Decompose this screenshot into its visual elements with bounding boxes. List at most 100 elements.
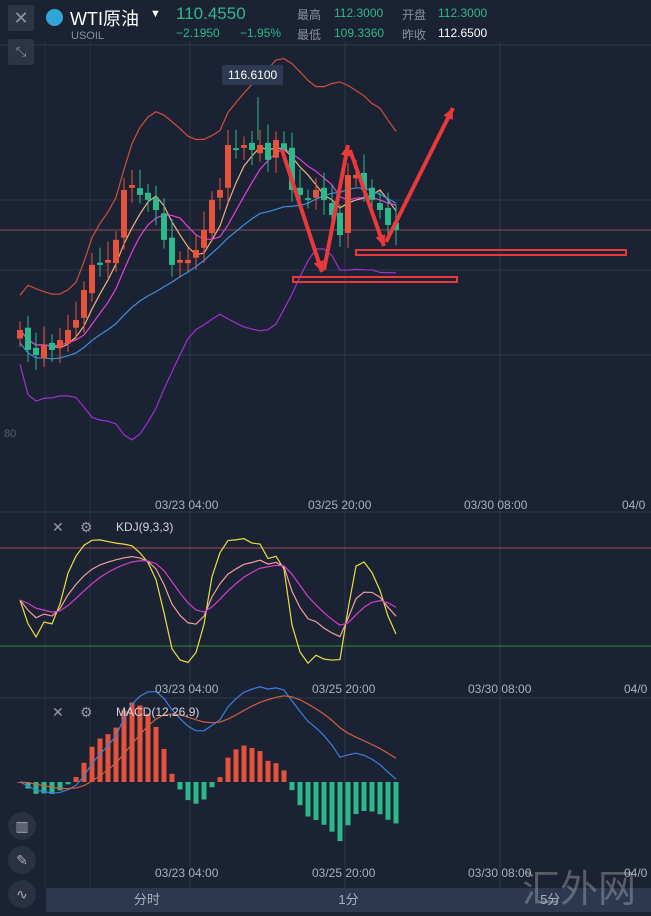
macd-bar [137, 705, 143, 782]
candle-body [201, 229, 207, 248]
macd-bar [145, 713, 151, 782]
tab-1min[interactable]: 1分 [338, 892, 359, 907]
time-label: 03/25 20:00 [308, 498, 372, 512]
macd-bar [169, 773, 175, 782]
high-value: 112.3000 [334, 6, 384, 20]
candle-body [161, 213, 167, 240]
arrowhead [443, 108, 453, 120]
candle-body [273, 140, 279, 158]
macd-bar [241, 745, 247, 782]
macd-bar [337, 782, 343, 842]
time-label: 03/23 04:00 [155, 682, 219, 696]
candle-body [137, 188, 143, 195]
high-marker-label: 116.6100 [222, 65, 284, 85]
candle-body [345, 175, 351, 233]
annotation-arrow [322, 144, 350, 271]
candle-body [209, 199, 215, 234]
candle-body [257, 145, 263, 154]
tab-timeshare[interactable]: 分时 [133, 892, 160, 907]
macd-bar [65, 782, 71, 785]
candle-body [129, 184, 135, 188]
time-label: 03/23 04:00 [155, 866, 219, 880]
candle-body [153, 197, 159, 211]
collapse-button[interactable]: ⤡ [8, 39, 34, 65]
macd-bar [201, 782, 207, 800]
macd-bar [57, 782, 63, 791]
macd-bar [217, 777, 223, 782]
candle-body [33, 347, 39, 355]
macd-bar [73, 777, 79, 782]
candle-body [305, 198, 311, 200]
macd-bar [305, 782, 311, 817]
candle-body [297, 187, 303, 195]
macd-bar [113, 727, 119, 782]
ma10-line [19, 147, 397, 347]
macd-bar [289, 782, 295, 791]
macd-bar [361, 782, 367, 811]
candle-body [241, 145, 247, 148]
candle-body [89, 264, 95, 294]
candle-body [121, 189, 127, 238]
chevron-down-icon[interactable]: ▼ [150, 8, 161, 20]
candlestick-chart[interactable] [0, 0, 651, 890]
candle-body [361, 172, 367, 190]
macd-bar [313, 782, 319, 821]
time-label: 04/0 [624, 682, 648, 696]
annotation-arrow [348, 149, 386, 247]
ma5-line [19, 146, 397, 349]
candle-body [369, 187, 375, 200]
candle-body [73, 319, 79, 328]
pencil-icon[interactable]: ✎ [8, 846, 36, 874]
time-label: 03/30 08:00 [468, 682, 532, 696]
candle-body [57, 340, 63, 348]
prev-close-label: 昨收 [402, 28, 427, 42]
candle-body [113, 239, 119, 264]
candle-body [233, 148, 239, 150]
macd-bar [105, 734, 111, 782]
candle-body [321, 187, 327, 200]
macd-label: MACD(12,26,9) [116, 705, 200, 719]
candle-body [265, 142, 271, 160]
candle-body [49, 342, 55, 350]
macd-bar [25, 782, 31, 789]
candle-body [65, 329, 71, 344]
macd-bar [345, 782, 351, 826]
candle-body [337, 212, 343, 236]
high-label: 最高 [297, 8, 322, 22]
low-value: 109.3360 [334, 26, 385, 40]
tab-5min[interactable]: 5分 [540, 892, 561, 907]
close-indicator-icon[interactable]: ✕ [52, 519, 64, 535]
macd-bar [33, 782, 39, 794]
candle-body [41, 345, 47, 359]
macd-bar [225, 757, 231, 782]
header: ✕ ⤡ WTI原油 ▼ USOIL 110.4550 −2.1950 −1.95… [0, 0, 651, 65]
macd-bar [249, 747, 255, 782]
candle-body [97, 262, 103, 265]
macd-bar [385, 782, 391, 820]
candle-body [377, 203, 383, 211]
settings-icon[interactable]: ⚙ [80, 704, 93, 720]
watermark: 汇外网 [522, 867, 637, 911]
candle-body [81, 289, 87, 318]
settings-icon[interactable]: ⚙ [80, 519, 93, 535]
time-label: 04/0 [624, 866, 648, 880]
candle-body [177, 259, 183, 263]
candle-body [25, 327, 31, 350]
boll-upper [19, 57, 397, 296]
indicator-button[interactable]: ∿ [8, 880, 36, 908]
time-label: 04/0 [622, 498, 646, 512]
kdj-k-line [19, 555, 397, 638]
macd-dif-line [19, 686, 397, 794]
candle-type-button[interactable]: ▥ [8, 812, 36, 840]
symbol-name[interactable]: WTI原油 [70, 9, 139, 29]
macd-bar [377, 782, 383, 815]
candle-body [225, 145, 231, 188]
close-indicator-icon[interactable]: ✕ [52, 704, 64, 720]
macd-bar [273, 763, 279, 782]
boll-lower [19, 248, 397, 441]
close-button[interactable]: ✕ [8, 5, 34, 31]
candle-body [169, 237, 175, 265]
macd-bar [41, 782, 47, 794]
prev-close-value: 112.6500 [438, 26, 488, 40]
symbol-logo-icon [46, 9, 63, 26]
